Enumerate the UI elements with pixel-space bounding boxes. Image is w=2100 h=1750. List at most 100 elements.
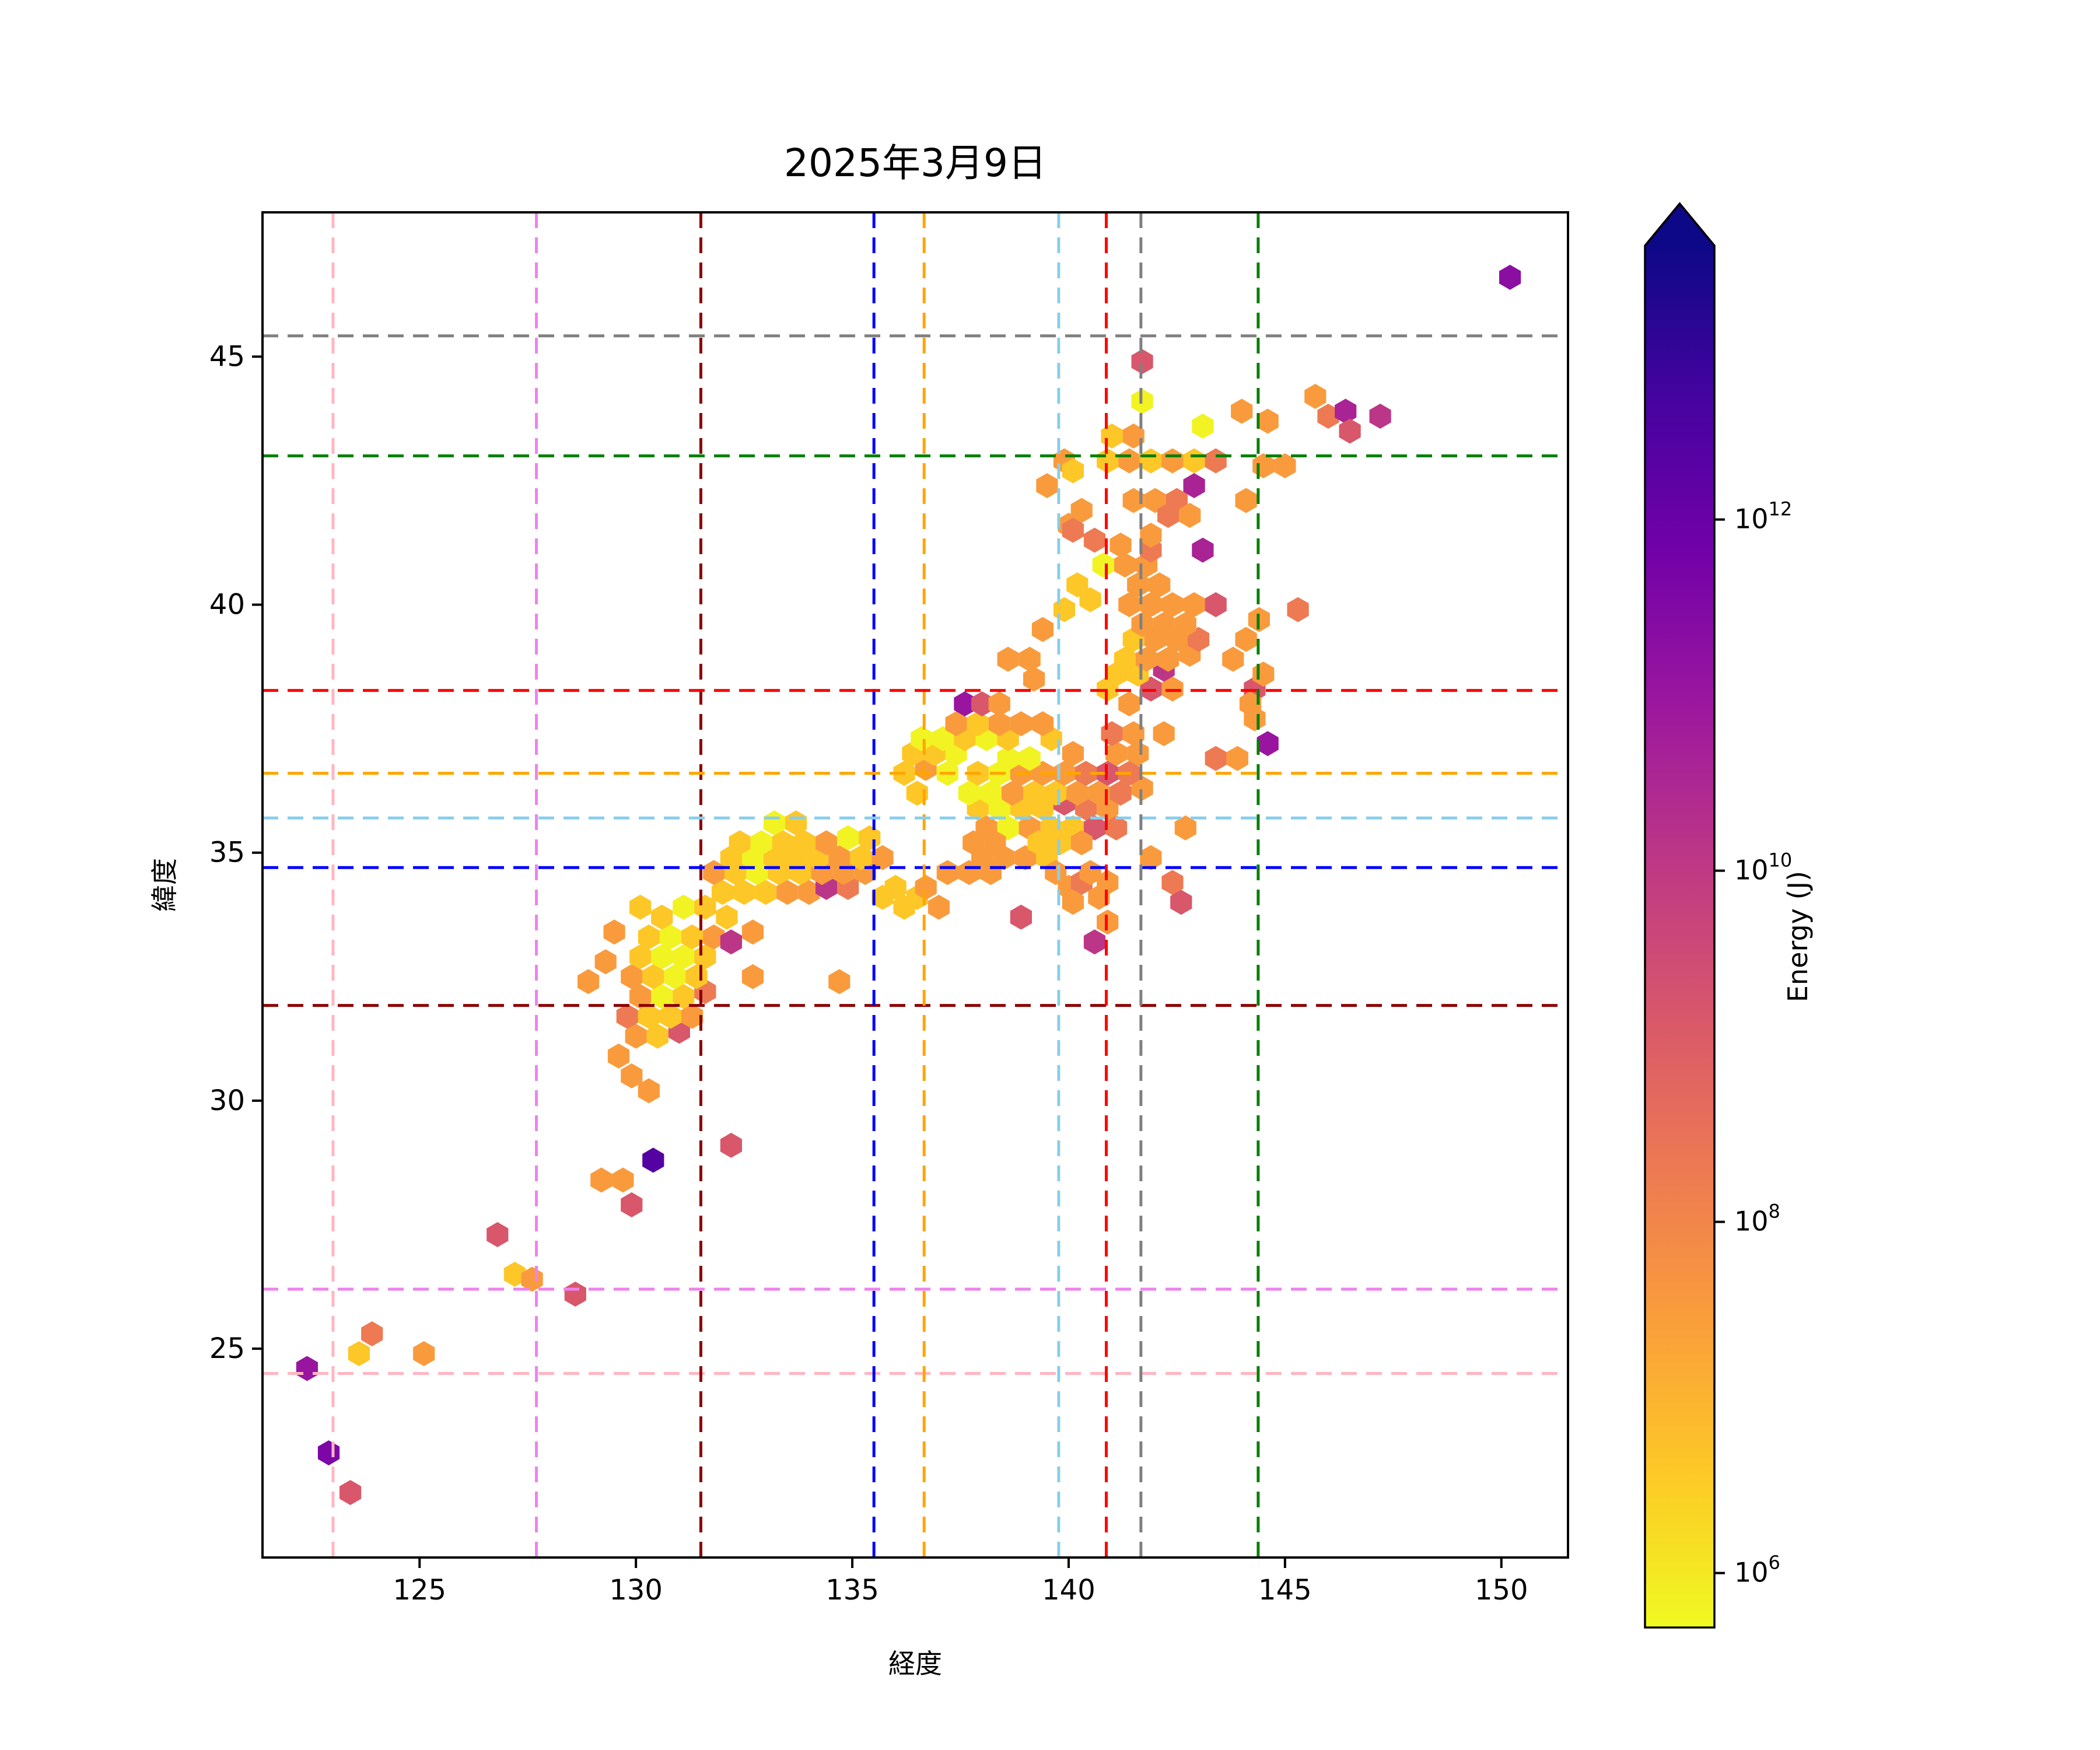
hexbin-cell: [621, 1192, 643, 1217]
hexbin-cell: [1174, 815, 1196, 841]
hexbin-cell: [1183, 592, 1205, 618]
hexbin-cell: [1110, 533, 1132, 558]
hexbin-cell: [872, 845, 894, 870]
hexbin-cell: [755, 880, 777, 905]
hexbin-cell: [413, 1341, 435, 1366]
hexbin-cell: [1088, 780, 1110, 806]
hexbin-cell: [1122, 721, 1144, 747]
hexbin-cell: [1226, 746, 1248, 771]
hexbin-cell: [664, 964, 686, 989]
hexbin-cell: [716, 904, 738, 930]
x-axis-label: 経度: [888, 1648, 942, 1679]
y-tick-label: 30: [209, 1084, 245, 1117]
hexbin-cell: [1153, 721, 1175, 747]
hexbin-cell: [1174, 612, 1196, 638]
hexbin-cell: [1140, 676, 1162, 702]
hexbin-cell: [776, 880, 799, 905]
colorbar-tick-label: 108: [1734, 1200, 1780, 1237]
hexbin-cell: [828, 845, 850, 870]
hexbin-cell: [936, 860, 958, 886]
colorbar-tick-label: 1012: [1734, 498, 1792, 535]
hexbin-cell: [1031, 711, 1054, 737]
x-tick-label: 125: [393, 1574, 446, 1606]
hexbin-cell: [1256, 731, 1279, 757]
hexbin-cell: [1144, 488, 1166, 513]
hexbin-cell: [621, 1063, 643, 1088]
hexbin-cell: [729, 830, 751, 856]
y-tick-label: 45: [209, 340, 245, 373]
hexbin-cell: [720, 1132, 742, 1158]
hexbin-cell: [1027, 830, 1049, 856]
hexbin-cell: [1205, 448, 1227, 474]
hexbin-cell: [1183, 448, 1205, 474]
hexbin-cell: [1101, 721, 1123, 747]
hexbin-cell: [1105, 741, 1128, 766]
hexbin-cell: [945, 711, 967, 737]
x-tick-label: 130: [609, 1574, 663, 1606]
hexbin-cell: [1153, 612, 1175, 638]
colorbar-outline: [1644, 202, 1716, 1629]
hexbin-cell: [1110, 780, 1132, 806]
hexbin-cell: [1304, 384, 1326, 409]
hexbin-cell: [1070, 830, 1093, 856]
hexbin-cell: [1205, 746, 1227, 771]
hexbin-cell: [1114, 646, 1136, 672]
hexbin-cell: [1127, 741, 1149, 766]
hexbin-cell: [1161, 676, 1184, 702]
hexbin-cell: [733, 880, 755, 905]
y-tick-label: 35: [209, 836, 245, 869]
hexbin-cell: [1114, 552, 1136, 578]
hexbin-cell: [1023, 780, 1045, 806]
hexbin-cell: [603, 919, 625, 945]
hexbin-cell: [1045, 780, 1067, 806]
hexbin-cell: [629, 984, 652, 1009]
hexbin-cell: [673, 894, 695, 920]
hexbin-cell: [741, 919, 764, 945]
colorbar-gradient: [1645, 246, 1714, 1628]
hexbin-cell: [772, 830, 794, 856]
hexbin-cell: [850, 845, 872, 870]
hexbin-cell: [911, 726, 933, 751]
x-tick-label: 145: [1258, 1574, 1312, 1606]
hexbin-cell: [1140, 592, 1162, 618]
hexbin-cell: [1118, 691, 1140, 717]
x-tick-label: 140: [1042, 1574, 1096, 1606]
hexbin-cell: [1122, 424, 1144, 449]
colorbar-extend-arrow: [1645, 204, 1714, 246]
hexbin-cell: [1205, 592, 1227, 618]
y-axis-label: 緯度: [149, 858, 180, 912]
hexbin-cell: [1369, 404, 1391, 429]
hexbin-cell: [988, 691, 1010, 717]
hexbin-cell: [1062, 458, 1084, 484]
hexbin-cell: [629, 944, 652, 970]
hexbin-layer: [296, 264, 1521, 1506]
hexbin-cell: [1499, 264, 1521, 290]
hexbin-cell: [1010, 711, 1032, 737]
hexbin-cell: [621, 964, 643, 989]
hexbin-cell: [1335, 398, 1357, 424]
hexbin-cell: [967, 711, 989, 737]
hexbin-cell: [997, 746, 1019, 771]
hexbin-cell: [1083, 815, 1106, 841]
hexbin-cell: [741, 964, 764, 989]
hexbin-cell: [720, 929, 742, 955]
hexbin-cell: [1287, 597, 1309, 622]
hexbin-cell: [651, 984, 673, 1009]
hexbin-cell: [607, 1043, 630, 1069]
hexbin-cell: [1088, 884, 1110, 910]
x-tick-label: 150: [1475, 1574, 1528, 1606]
hexbin-cell: [1031, 617, 1054, 642]
hexbin-cell: [1105, 815, 1128, 841]
plot-area-border: [261, 211, 1569, 1559]
hexbin-cell: [1192, 414, 1214, 439]
axis-ticks-layer: 125 130 135 140 145 150 25 30 35 40 45: [209, 340, 1528, 1606]
hexbin-cell: [1256, 408, 1279, 434]
hexbin-cell: [1140, 845, 1162, 870]
hexbin-cell: [340, 1480, 362, 1506]
hexbin-cell: [616, 1003, 638, 1029]
hexbin-cell: [1019, 746, 1041, 771]
hexbin-cell: [932, 726, 954, 751]
hexbin-cell: [1235, 626, 1257, 652]
